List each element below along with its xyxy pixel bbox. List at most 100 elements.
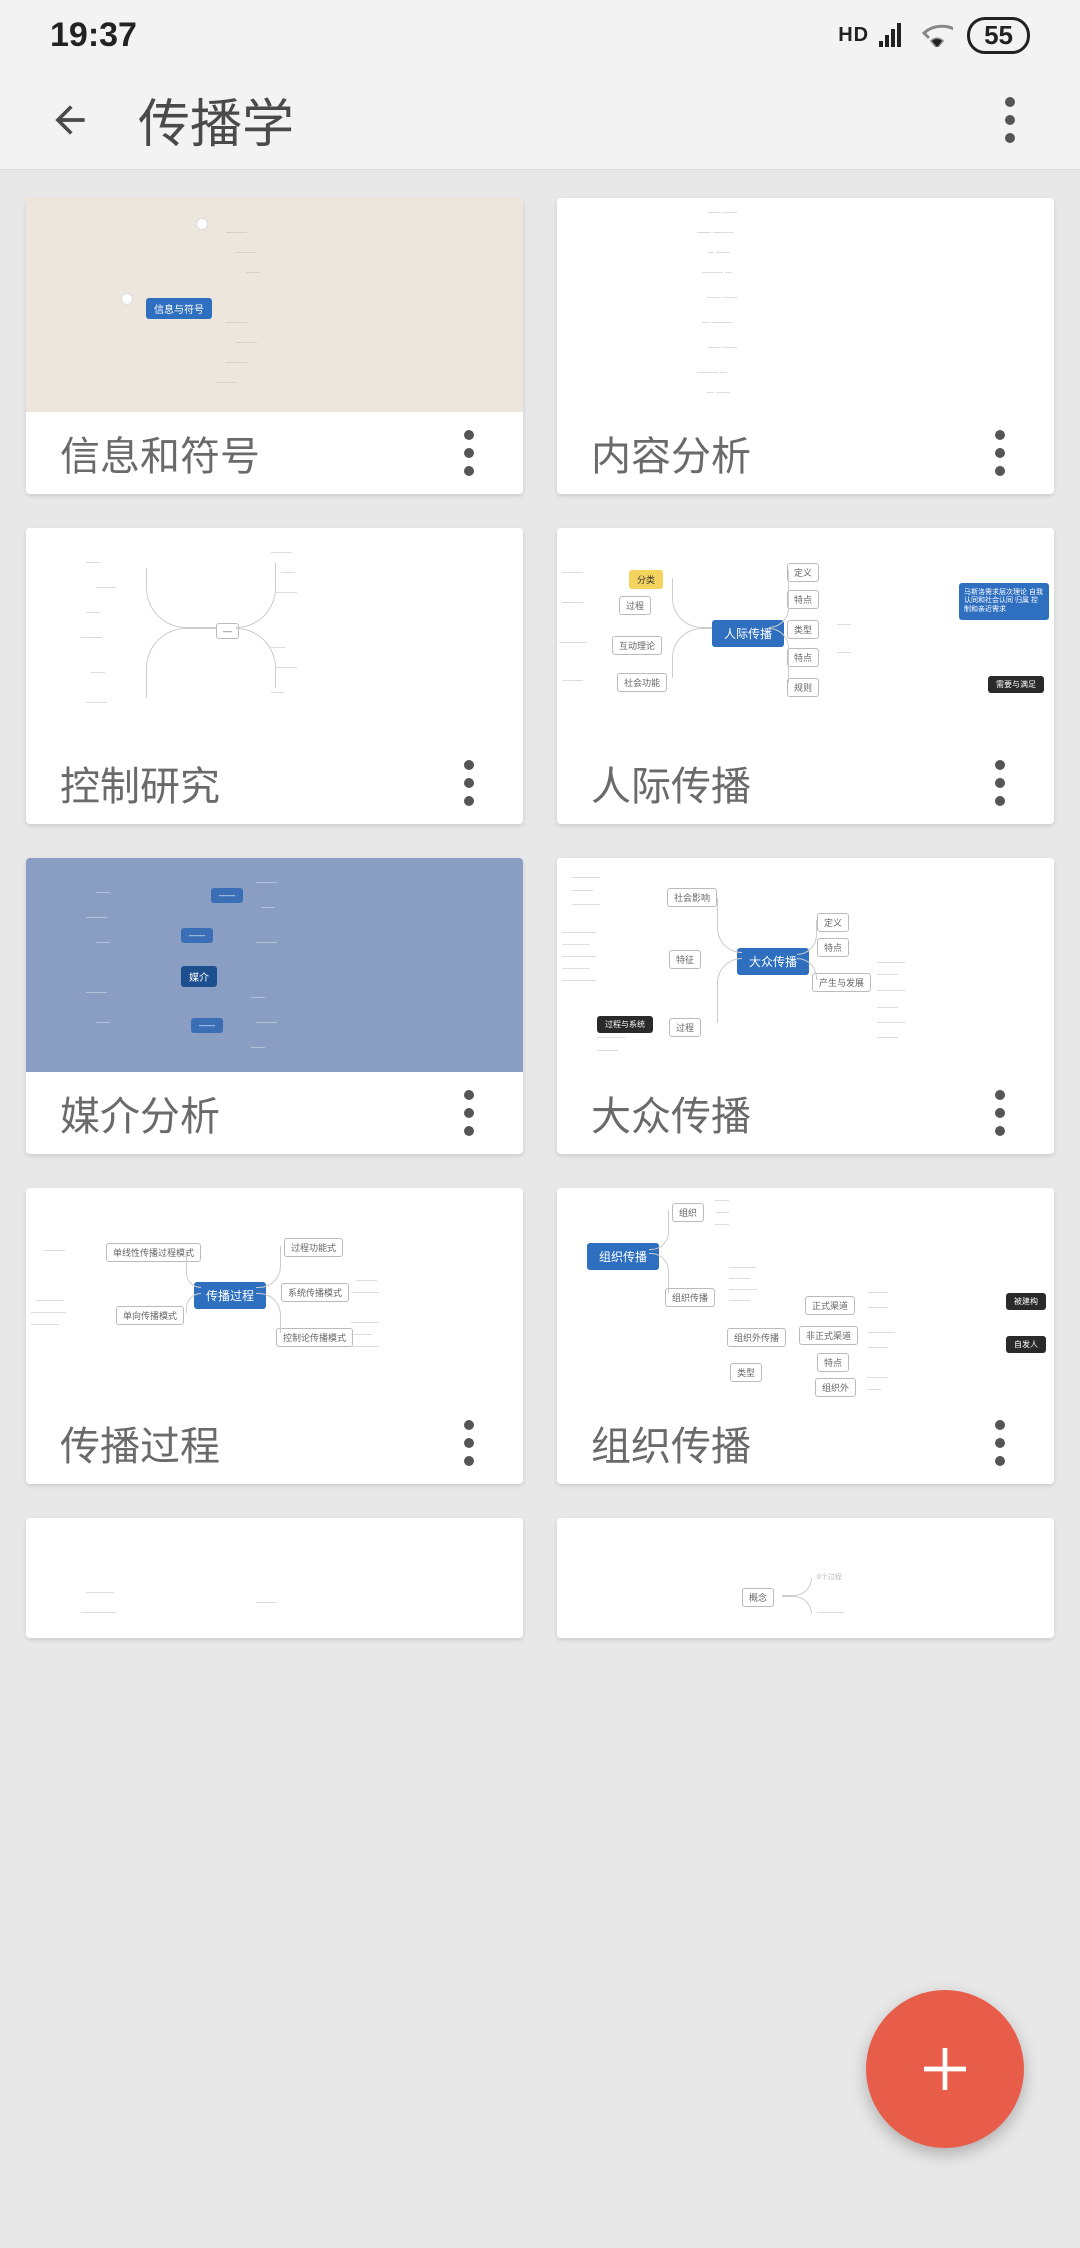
mindmap-node: 非正式渠道 — [799, 1326, 858, 1345]
mindmap-node: 组织外传播 — [727, 1328, 786, 1347]
card-title: 传播过程 — [60, 1414, 449, 1472]
mindmap-note: 被建构 — [1006, 1293, 1046, 1310]
card-footer: 内容分析 — [557, 412, 1054, 494]
more-vert-icon — [464, 430, 474, 476]
document-card[interactable]: 信息与符号 ——— ——— —— ——— ——— ——— ——— 信息和符号 — [26, 198, 523, 494]
document-card[interactable]: 大众传播 社会影响 特征 过程 定义 特点 产生与发展 过程与系统 ———— —… — [557, 858, 1054, 1154]
card-thumbnail: 人际传播 分类 过程 互动理论 社会功能 定义 特点 类型 特点 规则 马斯洛需… — [557, 528, 1054, 742]
mindmap-node: —— — [181, 928, 213, 943]
mindmap-node: 特点 — [787, 590, 819, 609]
card-footer: 人际传播 — [557, 742, 1054, 824]
mindmap-note: 过程与系统 — [597, 1016, 653, 1033]
mindmap-root-chip: 信息与符号 — [146, 298, 212, 319]
mindmap-node: 过程 — [619, 596, 651, 615]
status-time: 19:37 — [50, 16, 137, 55]
card-footer: 信息和符号 — [26, 412, 523, 494]
mindmap-node: 类型 — [730, 1363, 762, 1382]
card-menu-button[interactable] — [449, 1420, 489, 1466]
mindmap-node: 定义 — [787, 563, 819, 582]
mindmap-node: 概念 — [742, 1588, 774, 1607]
card-footer: 媒介分析 — [26, 1072, 523, 1154]
mindmap-node: 组织 — [672, 1203, 704, 1222]
mindmap-note: 需要与满足 — [988, 676, 1044, 693]
fab-add-button[interactable] — [866, 1990, 1024, 2148]
mindmap-node: 特征 — [669, 950, 701, 969]
more-vert-icon — [995, 760, 1005, 806]
card-thumbnail: 传播过程 单线性传播过程模式 单向传播模式 过程功能式 系统传播模式 控制论传播… — [26, 1188, 523, 1402]
more-vert-icon — [995, 430, 1005, 476]
document-card[interactable]: 组织传播 组织 组织传播 组织外传播 类型 正式渠道 非正式渠道 特点 组织外 … — [557, 1188, 1054, 1484]
more-vert-icon — [995, 1090, 1005, 1136]
card-thumbnail: ———— ————— ——— — [26, 1518, 523, 1638]
mindmap-node: 产生与发展 — [812, 973, 871, 992]
card-thumbnail: 概念 6个过程 ———— — [557, 1518, 1054, 1638]
mindmap-node: 控制论传播模式 — [276, 1328, 353, 1347]
mindmap-node: 正式渠道 — [805, 1296, 855, 1315]
mindmap-node: 定义 — [817, 913, 849, 932]
document-card[interactable]: 媒介 —— —— —— —— ——— —— ——— —— ——— —— ——— … — [26, 858, 523, 1154]
mindmap-node: 特点 — [817, 938, 849, 957]
card-title: 大众传播 — [591, 1084, 980, 1142]
card-footer: 大众传播 — [557, 1072, 1054, 1154]
document-card[interactable]: 概念 6个过程 ———— — [557, 1518, 1054, 1638]
hd-indicator: HD — [838, 24, 869, 47]
card-menu-button[interactable] — [980, 760, 1020, 806]
mindmap-node: 组织外 — [815, 1378, 856, 1397]
card-thumbnail: 信息与符号 ——— ——— —— ——— ——— ——— ——— — [26, 198, 523, 412]
card-menu-button[interactable] — [449, 1090, 489, 1136]
mindmap-node: 类型 — [787, 620, 819, 639]
document-card[interactable]: —— —— —— ——— — —— ——— — —— —— — ——— —— —… — [557, 198, 1054, 494]
mindmap-node: 社会影响 — [667, 888, 717, 907]
card-menu-button[interactable] — [449, 760, 489, 806]
mindmap-node: —— — [191, 1018, 223, 1033]
card-title: 组织传播 — [591, 1414, 980, 1472]
mindmap-node: 规则 — [787, 678, 819, 697]
more-vert-icon — [464, 760, 474, 806]
signal-icon — [877, 23, 907, 47]
document-grid: 信息与符号 ——— ——— —— ——— ——— ——— ——— 信息和符号 —… — [0, 170, 1080, 1666]
document-card[interactable]: — —— ——— —— ——— —— ——— ——— —— ——— —— ———… — [26, 528, 523, 824]
mindmap-node: 特点 — [817, 1353, 849, 1372]
card-thumbnail: 大众传播 社会影响 特征 过程 定义 特点 产生与发展 过程与系统 ———— —… — [557, 858, 1054, 1072]
app-bar: 传播学 — [0, 70, 1080, 170]
document-card[interactable]: ———— ————— ——— — [26, 1518, 523, 1638]
card-menu-button[interactable] — [980, 1420, 1020, 1466]
card-title: 媒介分析 — [60, 1084, 449, 1142]
mindmap-node: 互动理论 — [612, 636, 662, 655]
card-thumbnail: —— —— —— ——— — —— ——— — —— —— — ——— —— —… — [557, 198, 1054, 412]
card-menu-button[interactable] — [980, 1090, 1020, 1136]
mindmap-node: 特点 — [787, 648, 819, 667]
mindmap-node: 系统传播模式 — [281, 1283, 349, 1302]
status-bar: 19:37 HD 55 — [0, 0, 1080, 70]
status-icons: HD 55 — [838, 17, 1030, 54]
mindmap-node: 组织传播 — [665, 1288, 715, 1307]
more-vert-icon — [464, 1420, 474, 1466]
card-footer: 控制研究 — [26, 742, 523, 824]
card-footer: 传播过程 — [26, 1402, 523, 1484]
card-title: 信息和符号 — [60, 424, 449, 482]
more-vert-icon — [995, 1420, 1005, 1466]
mindmap-node: 过程 — [669, 1018, 701, 1037]
document-card[interactable]: 传播过程 单线性传播过程模式 单向传播模式 过程功能式 系统传播模式 控制论传播… — [26, 1188, 523, 1484]
appbar-menu-button[interactable] — [980, 90, 1040, 150]
mindmap-node: 过程功能式 — [284, 1238, 343, 1257]
mindmap-node: 单向传播模式 — [116, 1306, 184, 1325]
document-card[interactable]: 人际传播 分类 过程 互动理论 社会功能 定义 特点 类型 特点 规则 马斯洛需… — [557, 528, 1054, 824]
card-thumbnail: — —— ——— —— ——— —— ——— ——— —— ——— —— ———… — [26, 528, 523, 742]
more-vert-icon — [464, 1090, 474, 1136]
mindmap-note: 自发人 — [1006, 1336, 1046, 1353]
battery-indicator: 55 — [967, 17, 1030, 54]
wifi-icon — [921, 23, 953, 47]
mindmap-node: 社会功能 — [617, 673, 667, 692]
card-title: 控制研究 — [60, 754, 449, 812]
card-title: 人际传播 — [591, 754, 980, 812]
page-title: 传播学 — [138, 82, 980, 157]
mindmap-node: —— — [211, 888, 243, 903]
back-button[interactable] — [40, 90, 100, 150]
card-title: 内容分析 — [591, 424, 980, 482]
card-menu-button[interactable] — [449, 430, 489, 476]
mindmap-node: 分类 — [629, 570, 663, 589]
card-menu-button[interactable] — [980, 430, 1020, 476]
card-footer: 组织传播 — [557, 1402, 1054, 1484]
more-vert-icon — [1005, 97, 1015, 143]
